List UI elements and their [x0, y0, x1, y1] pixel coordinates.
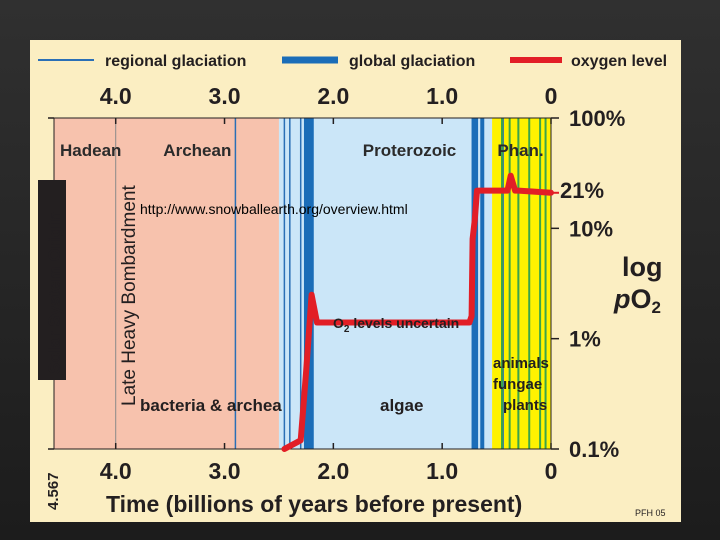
legend-label-global: global glaciation: [349, 53, 475, 70]
animals-label: animals: [493, 355, 549, 372]
x-tick-bottom-label: 0: [545, 458, 558, 484]
legend-label-regional: regional glaciation: [105, 53, 246, 70]
uncertain-o: O: [333, 315, 344, 331]
y-axis-label-po2: pO2: [613, 284, 661, 317]
global-glaciation-band: [480, 118, 485, 449]
y-tick-label: 100%: [569, 106, 625, 131]
bacteria-label: bacteria & archea: [140, 396, 282, 415]
oxygen-level-curve: [281, 172, 554, 452]
current-oxygen-label: 21%: [560, 178, 604, 203]
solar-origin-label: Solar System Origin: [45, 212, 64, 375]
y-tick-label: 0.1%: [569, 437, 619, 462]
chart-svg: regional glaciation global glaciation ox…: [38, 53, 667, 518]
x-tick-top-label: 2.0: [317, 83, 349, 109]
start-age-label: 4.567: [45, 472, 62, 510]
eon-label-archean: Archean: [163, 141, 231, 160]
x-tick-bottom-label: 4.0: [100, 458, 132, 484]
uncertain-sub: 2: [344, 324, 350, 335]
legend-label-oxygen: oxygen level: [571, 53, 667, 70]
eon-label-phan: Phan.: [497, 141, 543, 160]
eon-label-proterozoic: Proterozoic: [363, 141, 457, 160]
eon-band-proterozoic: [278, 118, 493, 449]
algae-label: algae: [380, 396, 423, 415]
credit-label: PFH 05: [635, 508, 666, 518]
global-glaciation-band: [303, 118, 314, 449]
late-heavy-label: Late Heavy Bombardment: [119, 185, 140, 406]
y-axis-label-o: O: [631, 284, 652, 314]
y-tick-label: 1%: [569, 327, 601, 352]
x-tick-top-label: 3.0: [209, 83, 241, 109]
x-tick-bottom-label: 3.0: [209, 458, 241, 484]
chart-panel: regional glaciation global glaciation ox…: [30, 40, 681, 522]
y-axis-label-sub: 2: [652, 298, 661, 317]
fungae-label: fungae: [493, 376, 542, 393]
source-url: http://www.snowballearth.org/overview.ht…: [140, 201, 408, 217]
eon-label-hadean: Hadean: [60, 141, 121, 160]
x-tick-top-label: 0: [545, 83, 558, 109]
y-axis-label-p: p: [613, 284, 631, 314]
solar-origin-box: [38, 180, 66, 380]
x-tick-top-label: 1.0: [426, 83, 458, 109]
uncertain-label: O2 levels uncertain: [333, 315, 459, 335]
uncertain-rest: levels uncertain: [349, 315, 459, 331]
x-tick-top-label: 4.0: [100, 83, 132, 109]
eon-band-archean: [115, 118, 279, 449]
x-axis-title: Time (billions of years before present): [106, 491, 522, 517]
x-tick-bottom-label: 2.0: [317, 458, 349, 484]
y-tick-label: 10%: [569, 216, 613, 241]
y-axis-label-log: log: [622, 252, 663, 282]
x-tick-bottom-label: 1.0: [426, 458, 458, 484]
plants-label: plants: [503, 397, 547, 414]
